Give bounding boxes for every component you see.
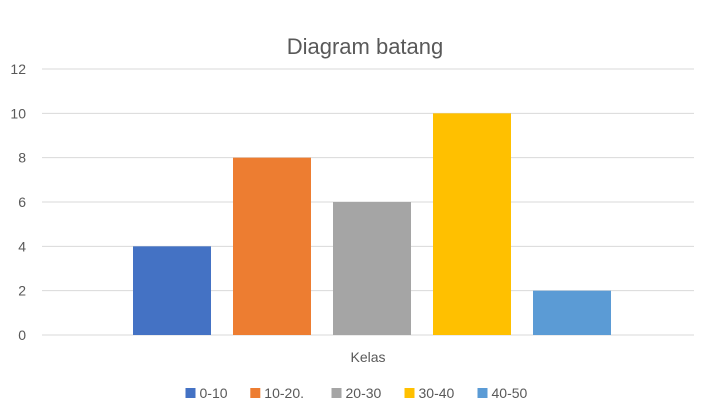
- bar-0-10: [133, 246, 211, 335]
- legend-label: 20-30: [346, 385, 382, 401]
- bar-10-20: [233, 157, 311, 335]
- y-tick-label: 6: [18, 194, 26, 210]
- legend-label: 10-20.: [264, 385, 304, 401]
- y-tick-label: 4: [18, 238, 26, 254]
- legend-swatch: [331, 388, 342, 398]
- legend-label: 30-40: [419, 385, 455, 401]
- bar-30-40: [433, 113, 511, 335]
- x-axis-label: Kelas: [350, 349, 385, 365]
- y-axis-ticks: 0 2 4 6 8 10 12: [10, 61, 26, 343]
- y-tick-label: 8: [18, 150, 26, 166]
- bar-40-50: [533, 290, 611, 335]
- y-tick-label: 10: [10, 105, 26, 121]
- bars: [133, 113, 611, 335]
- chart-title: Diagram batang: [287, 34, 444, 59]
- y-tick-label: 2: [18, 283, 26, 299]
- bar-20-30: [333, 202, 411, 335]
- legend-swatch: [477, 388, 488, 398]
- legend-label: 40-50: [492, 385, 528, 401]
- legend-swatch: [404, 388, 415, 398]
- legend-swatch: [185, 388, 196, 398]
- legend-label: 0-10: [200, 385, 228, 401]
- legend: 0-10 10-20. 20-30 30-40 40-50: [185, 385, 528, 401]
- y-tick-label: 12: [10, 61, 26, 77]
- y-tick-label: 0: [18, 327, 26, 343]
- legend-swatch: [250, 388, 261, 398]
